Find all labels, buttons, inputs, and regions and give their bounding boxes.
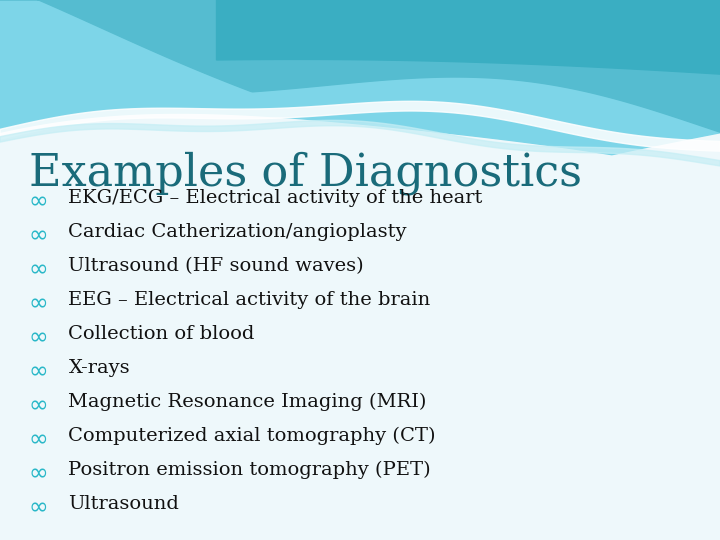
Text: ∞: ∞ — [29, 189, 48, 213]
Text: Cardiac Catherization/angioplasty: Cardiac Catherization/angioplasty — [68, 223, 407, 241]
Polygon shape — [217, 0, 720, 74]
Text: ∞: ∞ — [29, 359, 48, 383]
Text: ∞: ∞ — [29, 325, 48, 349]
Text: ∞: ∞ — [29, 257, 48, 281]
Text: ∞: ∞ — [29, 495, 48, 519]
Polygon shape — [0, 120, 720, 166]
Text: ∞: ∞ — [29, 223, 48, 247]
Text: Examples of Diagnostics: Examples of Diagnostics — [29, 151, 582, 195]
Text: ∞: ∞ — [29, 393, 48, 417]
Text: ∞: ∞ — [29, 427, 48, 451]
Polygon shape — [0, 0, 720, 154]
Text: Computerized axial tomography (CT): Computerized axial tomography (CT) — [68, 427, 436, 446]
Text: Magnetic Resonance Imaging (MRI): Magnetic Resonance Imaging (MRI) — [68, 393, 427, 411]
Text: EKG/ECG – Electrical activity of the heart: EKG/ECG – Electrical activity of the hea… — [68, 189, 483, 207]
Text: Ultrasound (HF sound waves): Ultrasound (HF sound waves) — [68, 257, 364, 275]
Text: EEG – Electrical activity of the brain: EEG – Electrical activity of the brain — [68, 291, 431, 309]
Text: ∞: ∞ — [29, 291, 48, 315]
Polygon shape — [0, 0, 720, 132]
Text: Ultrasound: Ultrasound — [68, 495, 179, 513]
Polygon shape — [0, 102, 720, 151]
Text: ∞: ∞ — [29, 461, 48, 485]
Text: Collection of blood: Collection of blood — [68, 325, 255, 343]
Text: X-rays: X-rays — [68, 359, 130, 377]
Text: Positron emission tomography (PET): Positron emission tomography (PET) — [68, 461, 431, 480]
